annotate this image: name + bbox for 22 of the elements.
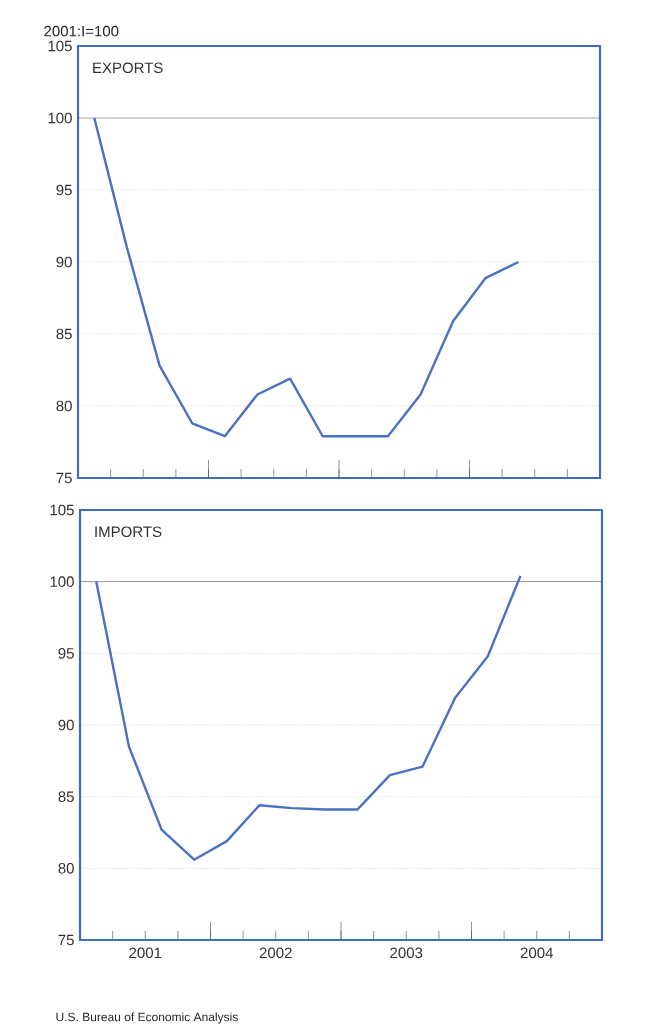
y-tick-label: 75 [58,934,74,946]
y-tick-label: 105 [48,40,72,52]
y-tick-label: 80 [58,863,74,874]
y-tick-label: 90 [58,719,74,731]
y-tick-label: 85 [58,791,74,802]
x-tick-label: 2002 [259,947,292,959]
y-tick-label: 100 [48,112,72,124]
y-tick-label: 80 [56,400,72,412]
x-tick-label: 2001 [129,947,162,959]
y-tick-label: 90 [56,256,72,268]
text: EXPORTS [93,62,163,74]
y-tick-label: 95 [56,184,72,196]
x-tick-label: 2004 [520,947,553,959]
y-tick-label: 85 [56,328,72,340]
y-tick-label: 100 [50,576,74,587]
x-tick-label: 2003 [390,947,423,959]
text: IMPORTS [95,526,162,538]
text: U.S. Bureau of Economic Analysis [56,1012,238,1024]
y-axis-title: 2001:I=100 [44,25,119,37]
y-tick-label: 75 [56,472,72,484]
y-tick-label: 95 [58,648,74,659]
y-tick-label: 105 [50,504,74,516]
